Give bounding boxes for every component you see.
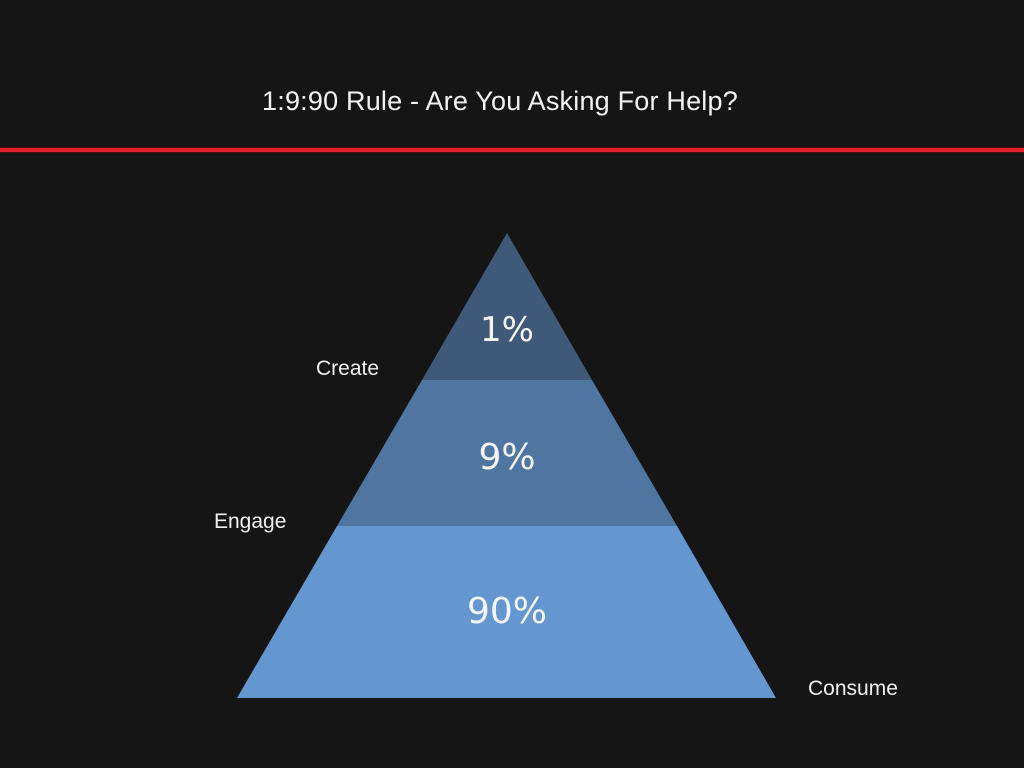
tier-bottom-percent: 90% [467,591,547,632]
pyramid-tier-top [422,233,592,380]
slide-title: 1:9:90 Rule - Are You Asking For Help? [262,86,738,116]
pyramid-tier-bottom [237,526,776,698]
tier-middle-percent: 9% [478,437,535,478]
title-divider [0,148,1024,152]
tier-top-percent: 1% [480,310,534,350]
tier-label-create: Create [316,357,380,380]
tier-label-engage: Engage [214,510,287,533]
tier-label-consume: Consume [808,677,898,700]
pyramid-tier-middle [337,380,677,526]
